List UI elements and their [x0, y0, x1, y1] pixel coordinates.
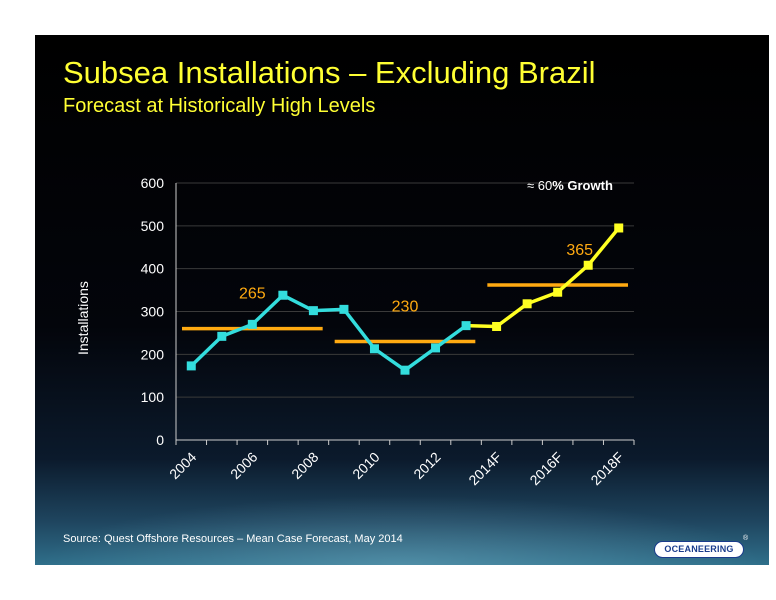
history-point — [217, 331, 227, 341]
forecast-point — [492, 321, 502, 331]
forecast-point — [614, 223, 624, 233]
history-point — [339, 304, 349, 314]
x-tick-label: 2014F — [465, 449, 504, 488]
forecast-point — [522, 299, 532, 309]
forecast-point — [553, 287, 563, 297]
growth-annotation: ≈ 60% Growth — [527, 178, 613, 193]
growth-label: % Growth — [552, 178, 613, 193]
x-tick-label: 2018F — [587, 449, 626, 488]
registered-mark: ® — [743, 535, 749, 542]
y-tick-label: 600 — [141, 175, 165, 191]
x-tick-label: 2004 — [166, 449, 199, 482]
x-tick-label: 2008 — [288, 449, 321, 482]
growth-approx-symbol: ≈ — [527, 178, 538, 193]
history-point — [369, 344, 379, 354]
installations-chart: 0 100 200 300 400 500 600 2004 2006 2008 2010 2012 2… — [141, 175, 635, 488]
average-label: 365 — [566, 242, 593, 259]
growth-percent-value: 60 — [538, 178, 552, 193]
y-tick-label: 500 — [141, 218, 165, 234]
history-point — [278, 290, 288, 300]
x-tick-label: 2006 — [227, 449, 260, 482]
slide-title: Subsea Installations – Excluding Brazil — [63, 55, 596, 90]
sea-floor-glow — [35, 495, 769, 565]
x-tick-label: 2010 — [349, 449, 382, 482]
average-label: 265 — [239, 286, 266, 303]
forecast-line — [466, 226, 621, 329]
history-point — [186, 361, 196, 371]
average-label: 230 — [392, 298, 419, 315]
history-point — [308, 306, 318, 316]
y-tick-label: 200 — [141, 346, 165, 362]
history-point — [431, 343, 441, 353]
forecast-point — [583, 260, 593, 270]
x-tick-label: 2016F — [526, 449, 565, 488]
history-point — [247, 319, 257, 329]
oceaneering-logo: OCEANEERING — [654, 541, 744, 558]
y-tick-label: 300 — [141, 304, 165, 320]
slide-background: Subsea Installations – Excluding Brazil … — [35, 35, 769, 565]
y-tick-label: 0 — [156, 432, 164, 448]
x-tick-label: 2012 — [410, 449, 443, 482]
y-tick-label: 100 — [141, 389, 165, 405]
history-point — [400, 365, 410, 375]
slide-subtitle: Forecast at Historically High Levels — [63, 95, 376, 117]
source-note: Source: Quest Offshore Resources – Mean … — [63, 533, 403, 545]
y-tick-label: 400 — [141, 261, 165, 277]
history-point — [461, 321, 471, 331]
history-line — [190, 293, 468, 372]
